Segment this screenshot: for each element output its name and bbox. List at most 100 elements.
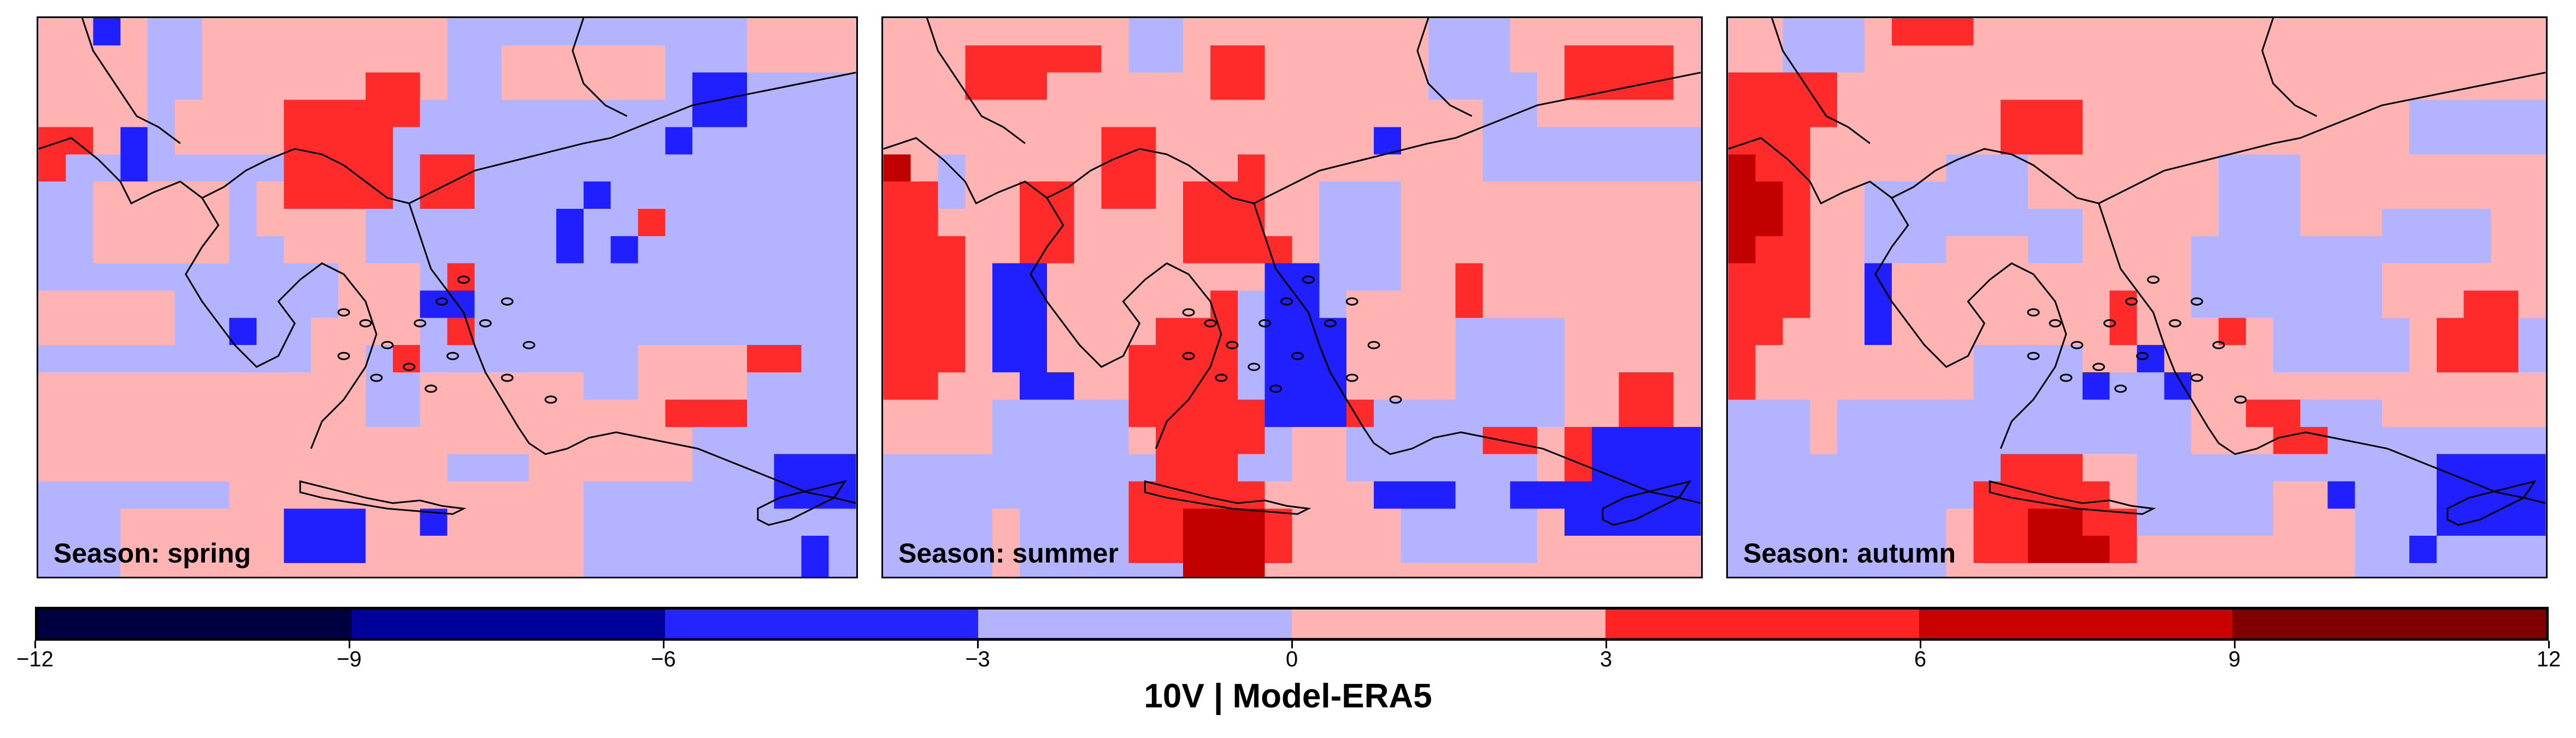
grid-cell-lightblue xyxy=(1946,154,2028,236)
grid-cell-red xyxy=(2109,290,2137,345)
grid-cell-blue xyxy=(992,263,1047,373)
grid-cell-blue xyxy=(583,181,611,209)
island-outline xyxy=(2027,308,2040,317)
coastline xyxy=(883,137,1222,449)
island-outline xyxy=(544,395,557,404)
grid-cell-red xyxy=(2001,454,2083,482)
colorbar-tick-label: −3 xyxy=(965,647,990,671)
grid-cell-red xyxy=(746,345,802,373)
island-outline xyxy=(2092,362,2106,371)
grid-cell-lightblue xyxy=(1864,181,1946,263)
island-outline xyxy=(1324,319,1337,327)
island-outline xyxy=(2190,373,2203,382)
grid-cell-lightblue xyxy=(883,454,993,577)
colorbar-segment xyxy=(2232,610,2546,638)
island-outline xyxy=(1291,352,1304,360)
map-panel-summer: Season: summer xyxy=(881,16,1703,578)
grid-cell-lightblue xyxy=(2137,454,2273,536)
colorbar-tick-label: 6 xyxy=(1914,647,1927,671)
island-outline xyxy=(1345,297,1358,306)
grid-cell-darkred xyxy=(1210,536,1238,577)
coastline xyxy=(2446,480,2537,526)
island-outline xyxy=(2212,341,2225,349)
colorbar-tick-label: −12 xyxy=(16,647,54,671)
coastline xyxy=(408,203,856,504)
grid-cell-lightblue xyxy=(2273,318,2410,373)
coastline xyxy=(2261,18,2318,117)
colorbar-tick-mark xyxy=(663,641,664,648)
island-outline xyxy=(2027,352,2040,360)
coastline xyxy=(1602,480,1692,526)
grid-cell-lightblue xyxy=(2191,236,2383,318)
grid-cell-red xyxy=(938,236,966,373)
grid-cell-blue xyxy=(1292,318,1347,427)
island-outline xyxy=(436,297,448,306)
season-label: Season: spring xyxy=(54,538,251,569)
island-outline xyxy=(479,319,492,327)
island-outline xyxy=(1280,297,1293,306)
colorbar-ticks: −12 −9 −6 −3 0 3 6 9 12 xyxy=(16,641,2561,679)
grid-cell-red xyxy=(965,45,1047,100)
grid-cell-red xyxy=(883,181,938,400)
map-canvas-summer xyxy=(883,18,1701,577)
grid-cell-blue xyxy=(1510,481,1565,509)
island-outline xyxy=(522,341,536,349)
grid-cell-red xyxy=(38,127,93,155)
coastline xyxy=(926,18,1026,144)
grid-cell-red xyxy=(1128,345,1184,427)
colorbar-tick-mark xyxy=(1291,641,1293,648)
grid-cell-lightblue xyxy=(1728,399,1810,577)
grid-cell-red xyxy=(1565,45,1674,100)
coastline xyxy=(1728,137,2067,449)
island-outline xyxy=(381,341,394,349)
colorbar-segment xyxy=(978,610,1292,638)
grid-cell-lightblue xyxy=(1319,181,1401,291)
grid-cell-blue xyxy=(801,536,829,577)
island-outline xyxy=(446,352,459,360)
island-outline xyxy=(414,319,427,327)
colorbar-tick-label: 3 xyxy=(1599,647,1613,671)
island-outline xyxy=(1226,341,1239,349)
grid-cell-darkred xyxy=(1728,154,1756,263)
grid-cell-blue xyxy=(1019,372,1074,400)
coastline xyxy=(1891,72,2546,204)
island-outline xyxy=(1345,373,1358,382)
island-outline xyxy=(2103,319,2116,327)
grid-cell-lightred xyxy=(311,318,366,427)
grid-cell-red xyxy=(1728,72,1810,127)
grid-cell-blue xyxy=(229,318,257,345)
grid-cell-blue xyxy=(93,18,121,45)
coastline xyxy=(38,137,378,449)
coastline xyxy=(1771,18,1871,144)
grid-cell-lightblue xyxy=(1128,18,1184,73)
grid-cell-lightblue xyxy=(2028,208,2083,263)
island-outline xyxy=(457,276,470,284)
season-label: Season: autumn xyxy=(1743,538,1956,569)
grid-cell-red xyxy=(1483,426,1538,454)
grid-cell-lightred xyxy=(38,290,175,345)
island-outline xyxy=(501,297,514,306)
grid-cell-lightblue xyxy=(2409,99,2546,155)
colorbar-tick-label: −9 xyxy=(337,647,362,671)
island-outline xyxy=(1182,308,1195,317)
island-outline xyxy=(2136,352,2149,360)
colorbar-tick-mark xyxy=(977,641,979,648)
map-canvas-spring xyxy=(38,18,856,577)
season-label: Season: summer xyxy=(898,538,1119,569)
island-outline xyxy=(1302,276,1315,284)
grid-cell-red xyxy=(1619,372,1674,427)
grid-cell-red xyxy=(1728,345,1756,400)
island-outline xyxy=(2114,384,2127,393)
colorbar xyxy=(35,607,2549,641)
grid-cell-red xyxy=(2109,508,2137,564)
grid-cell-red xyxy=(2463,290,2519,318)
island-outline xyxy=(1204,319,1217,327)
grid-cell-blue xyxy=(1374,481,1456,509)
coastline xyxy=(299,480,467,515)
grid-cell-lightblue xyxy=(2382,208,2491,263)
grid-cell-red xyxy=(1455,263,1483,318)
colorbar-tick-mark xyxy=(1605,641,1607,648)
colorbar-title: 10V | Model-ERA5 xyxy=(1144,677,1432,715)
island-outline xyxy=(1215,373,1228,382)
grid-cell-lightred xyxy=(365,481,584,564)
